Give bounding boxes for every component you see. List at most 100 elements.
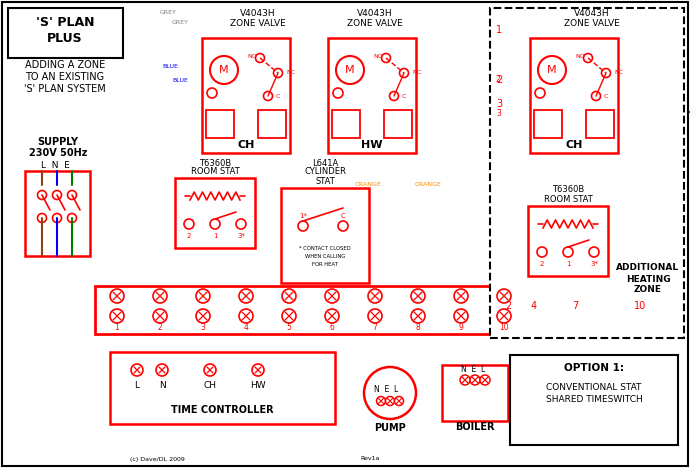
Text: L  N  E: L N E — [41, 161, 70, 169]
Circle shape — [236, 219, 246, 229]
Circle shape — [584, 53, 593, 63]
Text: T6360B: T6360B — [552, 185, 584, 195]
Text: CONVENTIONAL STAT: CONVENTIONAL STAT — [546, 383, 642, 393]
Circle shape — [377, 396, 386, 405]
Circle shape — [204, 364, 216, 376]
Circle shape — [333, 88, 343, 98]
Circle shape — [454, 309, 468, 323]
Text: 1*: 1* — [299, 213, 307, 219]
Bar — [530, 38, 618, 153]
Bar — [25, 171, 90, 256]
Text: ZONE VALVE: ZONE VALVE — [347, 19, 403, 28]
Text: C: C — [604, 94, 609, 98]
Circle shape — [52, 190, 61, 199]
Text: 8: 8 — [415, 323, 420, 332]
Text: L641A: L641A — [312, 159, 338, 168]
Bar — [490, 8, 684, 338]
Circle shape — [591, 92, 600, 101]
Circle shape — [68, 190, 77, 199]
Text: 3: 3 — [496, 99, 502, 109]
Text: M: M — [547, 65, 557, 75]
Circle shape — [368, 289, 382, 303]
Circle shape — [273, 68, 282, 78]
Text: BLUE: BLUE — [172, 78, 188, 82]
Circle shape — [153, 309, 167, 323]
Text: NO: NO — [247, 54, 257, 59]
Text: 3: 3 — [201, 323, 206, 332]
Bar — [586, 110, 614, 138]
Text: T6360B: T6360B — [199, 159, 231, 168]
Text: ZONE: ZONE — [634, 285, 662, 294]
Circle shape — [400, 68, 408, 78]
Circle shape — [537, 247, 547, 257]
Text: V4043H: V4043H — [357, 9, 393, 19]
Circle shape — [37, 190, 46, 199]
Circle shape — [210, 56, 238, 84]
Text: * CONTACT CLOSED: * CONTACT CLOSED — [299, 246, 351, 250]
Text: 'S' PLAN: 'S' PLAN — [36, 16, 95, 29]
Text: NC: NC — [412, 71, 421, 75]
Circle shape — [470, 375, 480, 385]
Text: N  E  L: N E L — [461, 366, 485, 374]
Text: 10: 10 — [499, 323, 509, 332]
Circle shape — [282, 309, 296, 323]
Text: 2: 2 — [157, 323, 162, 332]
Bar — [202, 38, 290, 153]
Text: 5: 5 — [286, 323, 291, 332]
Text: ORANGE: ORANGE — [415, 183, 442, 188]
Text: N  E  L: N E L — [374, 386, 398, 395]
Circle shape — [239, 309, 253, 323]
Text: 9: 9 — [459, 323, 464, 332]
Bar — [95, 286, 535, 334]
Text: CYLINDER: CYLINDER — [304, 168, 346, 176]
Text: 3*: 3* — [237, 233, 245, 239]
Text: 10: 10 — [634, 301, 646, 311]
Text: HW: HW — [250, 381, 266, 390]
Text: 1: 1 — [496, 25, 502, 35]
Circle shape — [131, 364, 143, 376]
Bar — [328, 38, 416, 153]
Circle shape — [264, 92, 273, 101]
Circle shape — [538, 56, 566, 84]
Circle shape — [153, 289, 167, 303]
Text: 3*: 3* — [590, 261, 598, 267]
Text: HW: HW — [362, 140, 383, 150]
Text: OPTION 1:: OPTION 1: — [564, 363, 624, 373]
Circle shape — [298, 221, 308, 231]
Bar — [534, 110, 562, 138]
Circle shape — [156, 364, 168, 376]
Circle shape — [52, 213, 61, 222]
Bar — [8, 8, 123, 58]
Text: ROOM STAT: ROOM STAT — [544, 195, 593, 204]
Circle shape — [535, 88, 545, 98]
Bar — [175, 178, 255, 248]
Text: V4043H: V4043H — [574, 9, 610, 19]
Circle shape — [239, 289, 253, 303]
Circle shape — [338, 221, 348, 231]
Circle shape — [382, 53, 391, 63]
Circle shape — [480, 375, 490, 385]
Text: M: M — [345, 65, 355, 75]
Text: CH: CH — [237, 140, 255, 150]
Text: STAT: STAT — [315, 176, 335, 185]
Circle shape — [282, 289, 296, 303]
Text: V4043H: V4043H — [240, 9, 276, 19]
Text: TO AN EXISTING: TO AN EXISTING — [26, 72, 105, 82]
Text: SHARED TIMESWITCH: SHARED TIMESWITCH — [546, 395, 642, 403]
Text: 4: 4 — [531, 301, 537, 311]
Bar — [110, 352, 335, 424]
Bar — [206, 110, 234, 138]
Text: BOILER: BOILER — [455, 422, 495, 432]
Circle shape — [602, 68, 611, 78]
Text: 6: 6 — [330, 323, 335, 332]
Text: 1: 1 — [213, 233, 217, 239]
Text: 2: 2 — [540, 261, 544, 267]
Bar — [258, 110, 286, 138]
Text: 7: 7 — [373, 323, 377, 332]
Circle shape — [411, 309, 425, 323]
Text: Rev1a: Rev1a — [360, 456, 380, 461]
Circle shape — [563, 247, 573, 257]
Circle shape — [325, 309, 339, 323]
Text: 1: 1 — [566, 261, 570, 267]
Bar — [332, 110, 360, 138]
